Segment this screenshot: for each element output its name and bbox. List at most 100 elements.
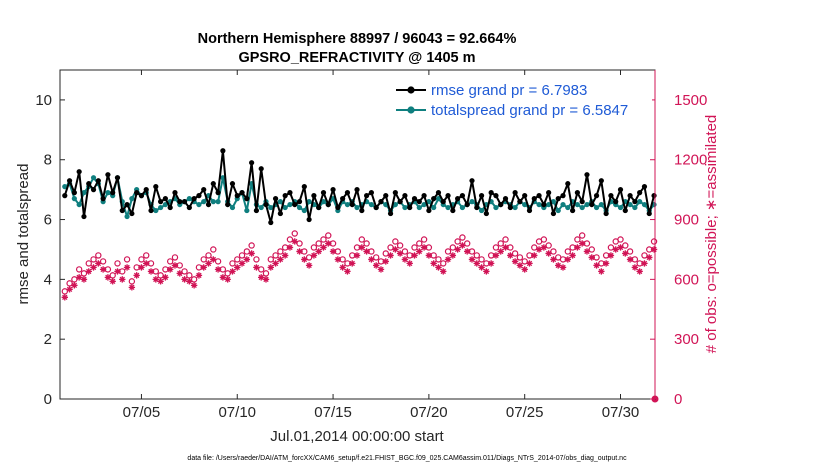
rmse-point (95, 178, 101, 184)
series-rmse (62, 148, 657, 226)
obs-assimilated-marker (296, 248, 303, 255)
y-axis-label: rmse and totalspread (15, 164, 32, 305)
obs-assimilated-marker (583, 248, 591, 255)
rmse-point (177, 199, 183, 205)
rmse-point (512, 190, 518, 196)
obs-assimilated-marker (291, 238, 298, 245)
rmse-point (474, 204, 480, 211)
totalspread-point (124, 213, 130, 220)
rmse-point (172, 190, 178, 196)
rmse-point (421, 193, 427, 199)
rmse-point (354, 187, 360, 193)
rmse-point (196, 193, 202, 199)
totalspread-point (153, 207, 159, 214)
obs-assimilated-marker (464, 248, 471, 255)
rmse-point (153, 184, 159, 190)
rmse-point (349, 201, 355, 208)
obs-assimilated-marker (147, 268, 155, 275)
rmse-point (186, 204, 192, 211)
totalspread-point (574, 201, 580, 208)
obs-assimilated-marker (85, 268, 92, 275)
obs-assimilated-marker (224, 276, 231, 283)
totalspread-point (459, 204, 466, 211)
rmse-point (570, 207, 576, 214)
y-tick-label: 10 (35, 92, 52, 109)
obs-assimilated-marker (301, 256, 308, 263)
totalspread-point (560, 201, 566, 208)
obs-possible-marker (90, 256, 97, 263)
obs-possible-marker (396, 242, 404, 249)
obs-assimilated-marker (162, 274, 169, 281)
obs-assimilated-marker (550, 256, 557, 263)
obs-assimilated-marker (420, 244, 428, 251)
y-tick-label: 0 (44, 391, 52, 408)
totalspread-point (593, 204, 600, 211)
obs-possible-marker (325, 232, 332, 239)
obs-assimilated-marker (473, 260, 480, 267)
obs-possible-marker (166, 258, 174, 265)
totalspread-point (402, 204, 408, 211)
y-tick-label: 6 (44, 212, 52, 229)
obs-assimilated-marker (363, 248, 370, 255)
rmse-point (162, 196, 168, 202)
rmse-point (603, 210, 609, 217)
totalspread-point (632, 204, 638, 211)
rmse-point (340, 196, 346, 202)
obs-assimilated-marker (631, 264, 639, 271)
totalspread-point (392, 201, 398, 208)
totalspread-point (277, 199, 283, 205)
obs-assimilated-marker (253, 264, 260, 271)
rmse-point (507, 204, 513, 211)
totalspread-point (282, 204, 288, 211)
totalspread-point (81, 190, 87, 196)
obs-possible-marker (416, 240, 423, 247)
rmse-point (431, 196, 437, 202)
rmse-point (344, 190, 351, 196)
obs-assimilated-marker (339, 264, 346, 271)
obs-assimilated-marker (598, 268, 605, 275)
obs-assimilated-marker (344, 268, 351, 275)
obs-possible-marker (516, 254, 524, 261)
obs-possible-marker (320, 236, 327, 243)
obs-possible-marker (478, 256, 485, 263)
obs-assimilated-marker (636, 268, 643, 275)
rmse-point (613, 199, 619, 205)
y-axis-ticks: 0 2 4 6 8 10 (35, 92, 65, 408)
totalspread-point (368, 201, 374, 208)
obs-assimilated-marker (588, 254, 595, 261)
obs-assimilated-marker (248, 250, 255, 257)
rmse-point (249, 160, 255, 166)
rmse-point (81, 213, 87, 220)
obs-possible-marker (459, 234, 466, 241)
totalspread-point (426, 199, 432, 205)
obs-assimilated-marker (210, 256, 217, 263)
obs-assimilated-marker (320, 244, 327, 251)
data-file-footnote: data file: /Users/raeder/DAI/ATM_forcXX/… (187, 455, 627, 462)
obs-assimilated-marker (564, 256, 572, 263)
obs-assimilated-marker (559, 264, 567, 271)
obs-possible-marker (315, 240, 322, 247)
rmse-point (181, 199, 188, 205)
totalspread-point (244, 207, 250, 214)
obs-assimilated-marker (171, 262, 179, 269)
y-right-axis-ticks: 0 300 600 900 1200 1500 (650, 92, 707, 408)
chart-title: Northern Hemisphere 88997 / 96043 = 92.6… (198, 31, 517, 47)
rmse-point (498, 201, 504, 208)
obs-possible-marker (267, 256, 274, 263)
rmse-point (574, 190, 580, 196)
totalspread-point (320, 199, 327, 205)
totalspread-point (536, 201, 542, 208)
rmse-point (234, 193, 240, 199)
obs-assimilated-marker (578, 240, 586, 247)
y-right-tick-label: 600 (674, 271, 699, 288)
totalspread-point (215, 199, 221, 205)
obs-assimilated-marker (277, 256, 284, 263)
obs-assimilated-marker (617, 244, 624, 251)
obs-assimilated-marker (497, 248, 504, 255)
rmse-point (641, 184, 648, 190)
obs-assimilated-marker (138, 264, 145, 271)
obs-possible-marker (444, 248, 452, 255)
rmse-point (579, 199, 585, 205)
totalspread-point (287, 201, 293, 208)
obs-assimilated-marker (507, 252, 514, 259)
